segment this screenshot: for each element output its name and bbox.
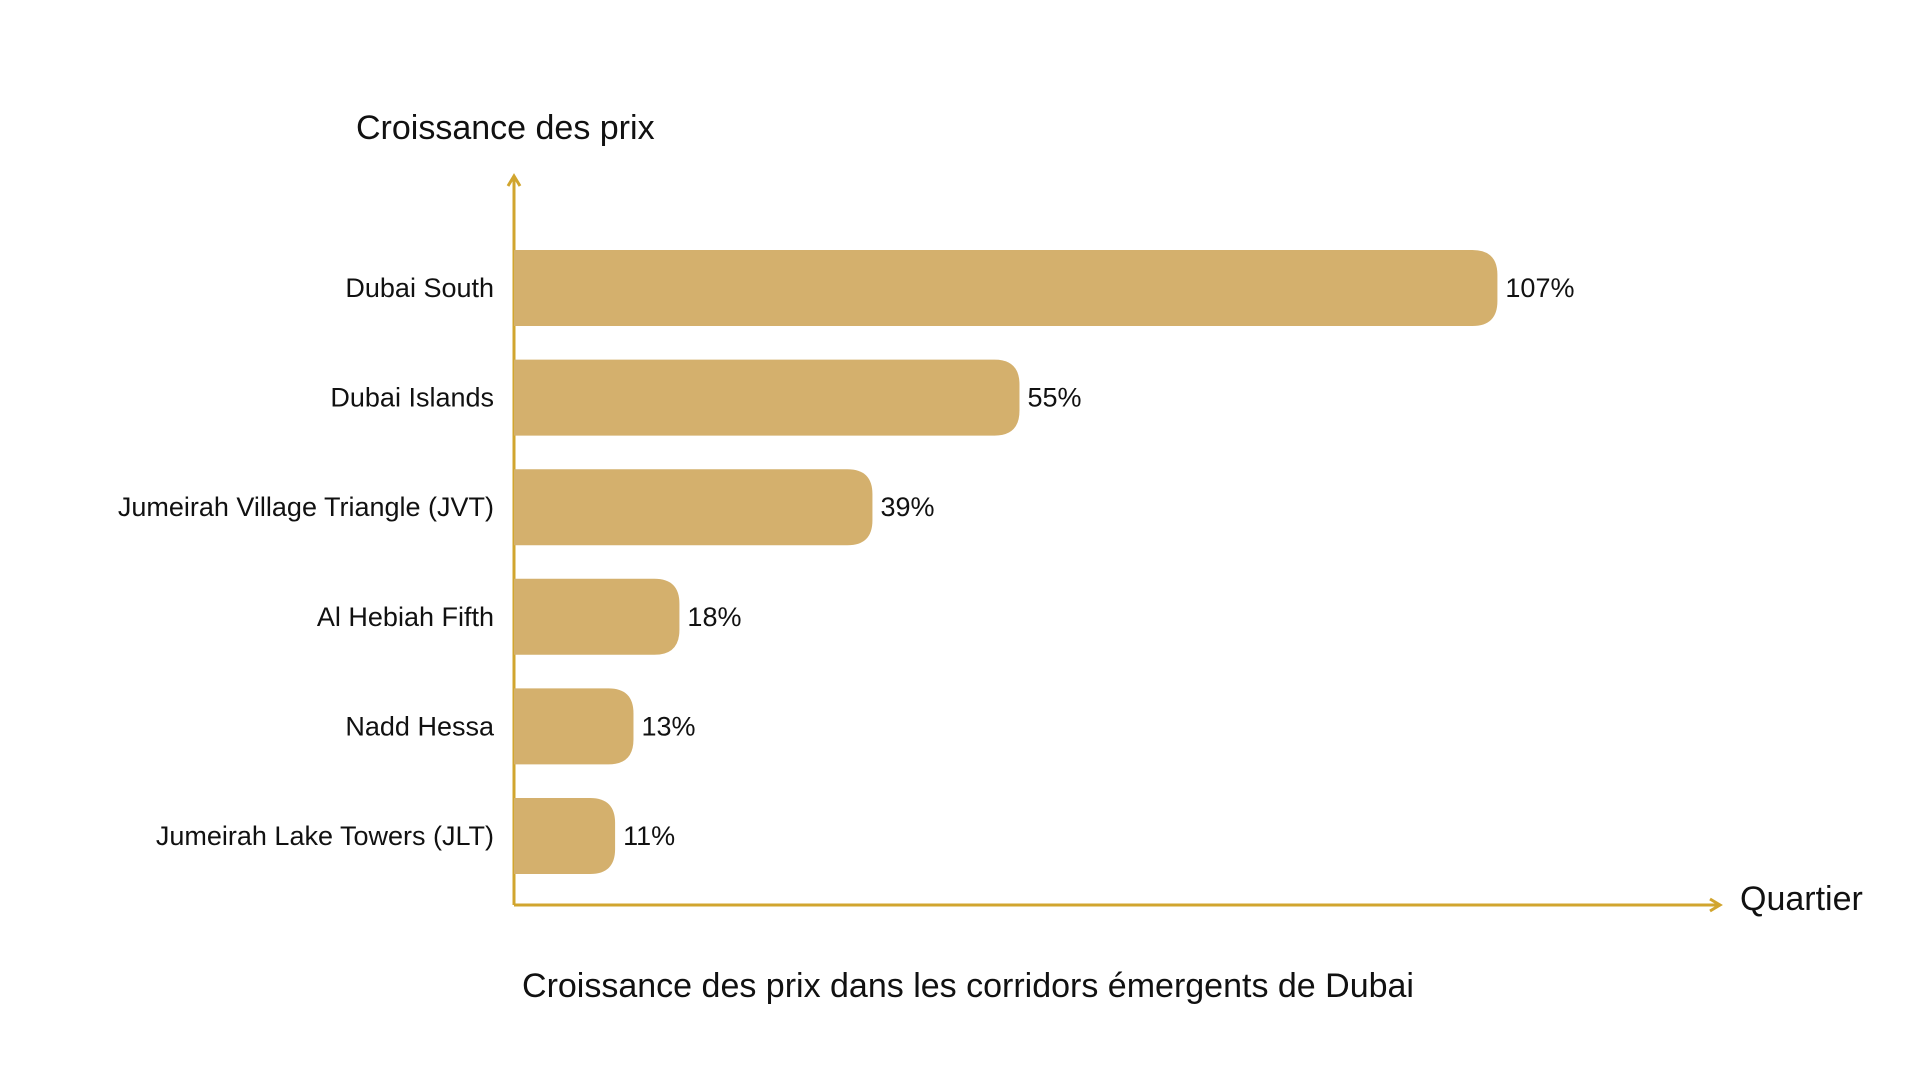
category-label: Al Hebiah Fifth bbox=[317, 602, 494, 632]
data-label: 11% bbox=[623, 821, 675, 851]
bar bbox=[514, 469, 873, 546]
x-axis-arrow-icon bbox=[1709, 897, 1723, 913]
y-axis-title: Croissance des prix bbox=[356, 109, 655, 147]
data-label: 107% bbox=[1505, 273, 1574, 303]
bar bbox=[514, 688, 634, 765]
data-label: 55% bbox=[1027, 383, 1081, 413]
data-label: 18% bbox=[687, 602, 741, 632]
category-label: Dubai South bbox=[345, 273, 494, 303]
bar bbox=[514, 250, 1498, 326]
y-axis-arrow-icon bbox=[506, 173, 522, 187]
x-axis-title: Quartier bbox=[1740, 880, 1863, 918]
category-label: Jumeirah Village Triangle (JVT) bbox=[118, 492, 494, 522]
bars-layer: Dubai South 107% Dubai Islands 55% Jumeirah … bbox=[118, 250, 1574, 874]
data-label: 13% bbox=[641, 711, 695, 741]
bar bbox=[514, 578, 680, 655]
category-label: Nadd Hessa bbox=[345, 711, 495, 741]
bar bbox=[514, 359, 1020, 436]
data-label: 39% bbox=[880, 492, 934, 522]
category-label: Dubai Islands bbox=[330, 383, 494, 413]
chart-title: Croissance des prix dans les corridors é… bbox=[522, 967, 1414, 1005]
bar bbox=[514, 798, 616, 874]
category-label: Jumeirah Lake Towers (JLT) bbox=[156, 821, 494, 851]
